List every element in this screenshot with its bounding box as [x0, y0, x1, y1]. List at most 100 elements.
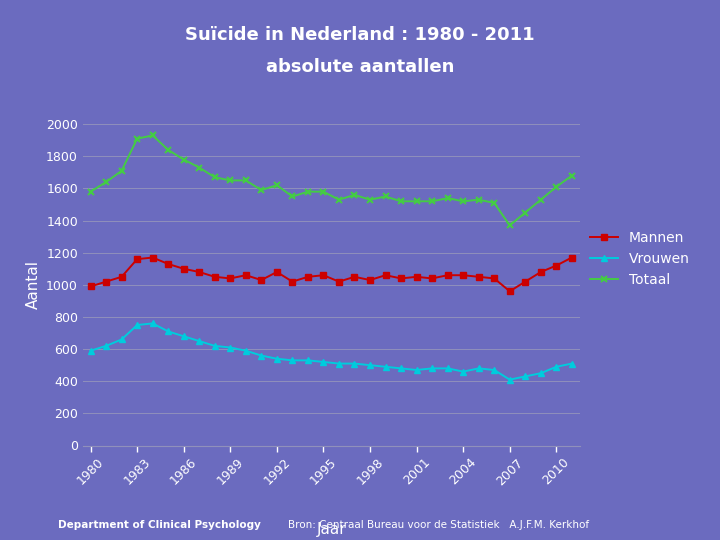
Mannen	[490, 275, 498, 282]
Totaal	[521, 210, 530, 216]
Mannen	[210, 274, 219, 280]
Vrouwen	[536, 370, 545, 376]
Mannen	[505, 288, 514, 294]
Vrouwen	[257, 352, 266, 359]
Vrouwen	[413, 367, 421, 373]
Totaal	[490, 200, 498, 206]
Mannen	[288, 279, 297, 285]
Totaal	[459, 198, 467, 205]
Vrouwen	[195, 338, 204, 345]
Mannen	[381, 272, 390, 279]
Totaal	[428, 198, 436, 205]
Totaal	[319, 188, 328, 195]
Totaal	[413, 198, 421, 205]
Mannen	[459, 272, 467, 279]
Vrouwen	[304, 357, 312, 363]
Mannen	[241, 272, 250, 279]
Totaal	[567, 172, 576, 179]
Text: absolute aantallen: absolute aantallen	[266, 58, 454, 77]
Mannen	[397, 275, 405, 282]
Totaal	[148, 132, 157, 139]
Vrouwen	[117, 336, 126, 343]
Vrouwen	[102, 343, 110, 349]
Totaal	[117, 167, 126, 174]
Totaal	[86, 188, 95, 195]
Totaal	[226, 177, 235, 184]
Vrouwen	[381, 363, 390, 370]
Mannen	[164, 261, 173, 267]
Totaal	[474, 197, 483, 203]
Totaal	[536, 197, 545, 203]
Line: Vrouwen: Vrouwen	[87, 320, 575, 383]
Mannen	[350, 274, 359, 280]
Mannen	[226, 275, 235, 282]
Totaal	[350, 192, 359, 198]
Totaal	[381, 193, 390, 200]
Vrouwen	[428, 365, 436, 372]
Mannen	[86, 283, 95, 289]
Mannen	[273, 269, 282, 275]
Vrouwen	[397, 365, 405, 372]
Vrouwen	[210, 343, 219, 349]
Mannen	[444, 272, 452, 279]
Mannen	[195, 269, 204, 275]
Mannen	[521, 279, 530, 285]
Mannen	[536, 269, 545, 275]
Vrouwen	[521, 373, 530, 380]
Mannen	[148, 254, 157, 261]
Mannen	[179, 266, 188, 272]
Vrouwen	[335, 360, 343, 367]
Mannen	[257, 277, 266, 284]
Vrouwen	[350, 360, 359, 367]
Totaal	[210, 174, 219, 180]
Totaal	[366, 197, 374, 203]
Vrouwen	[319, 359, 328, 365]
Vrouwen	[273, 355, 282, 362]
Vrouwen	[132, 322, 141, 328]
Vrouwen	[444, 365, 452, 372]
Totaal	[132, 136, 141, 142]
Vrouwen	[490, 367, 498, 373]
Line: Mannen: Mannen	[88, 255, 575, 294]
Mannen	[428, 275, 436, 282]
Totaal	[397, 198, 405, 205]
Vrouwen	[179, 333, 188, 340]
Totaal	[102, 179, 110, 185]
Mannen	[366, 277, 374, 284]
Line: Totaal: Totaal	[87, 132, 575, 229]
Totaal	[164, 147, 173, 153]
Vrouwen	[241, 347, 250, 354]
Vrouwen	[86, 347, 95, 354]
Totaal	[304, 188, 312, 195]
Mannen	[132, 256, 141, 262]
Vrouwen	[505, 376, 514, 383]
Vrouwen	[226, 345, 235, 351]
Totaal	[335, 197, 343, 203]
Totaal	[195, 164, 204, 171]
Mannen	[335, 279, 343, 285]
Vrouwen	[474, 365, 483, 372]
Mannen	[413, 274, 421, 280]
Vrouwen	[148, 320, 157, 327]
Mannen	[474, 274, 483, 280]
Mannen	[319, 272, 328, 279]
Legend: Mannen, Vrouwen, Totaal: Mannen, Vrouwen, Totaal	[585, 226, 696, 293]
Vrouwen	[164, 328, 173, 335]
Mannen	[552, 262, 561, 269]
Text: Bron: Centraal Bureau voor de Statistiek   A.J.F.M. Kerkhof: Bron: Centraal Bureau voor de Statistiek…	[288, 520, 589, 530]
X-axis label: Jaar: Jaar	[316, 522, 346, 537]
Vrouwen	[552, 363, 561, 370]
Vrouwen	[288, 357, 297, 363]
Mannen	[102, 279, 110, 285]
Totaal	[288, 193, 297, 200]
Y-axis label: Aantal: Aantal	[25, 260, 40, 309]
Totaal	[257, 187, 266, 193]
Vrouwen	[366, 362, 374, 368]
Totaal	[241, 177, 250, 184]
Totaal	[552, 184, 561, 190]
Vrouwen	[567, 360, 576, 367]
Totaal	[273, 182, 282, 188]
Text: Suïcide in Nederland : 1980 - 2011: Suïcide in Nederland : 1980 - 2011	[185, 26, 535, 44]
Totaal	[179, 156, 188, 163]
Totaal	[444, 195, 452, 201]
